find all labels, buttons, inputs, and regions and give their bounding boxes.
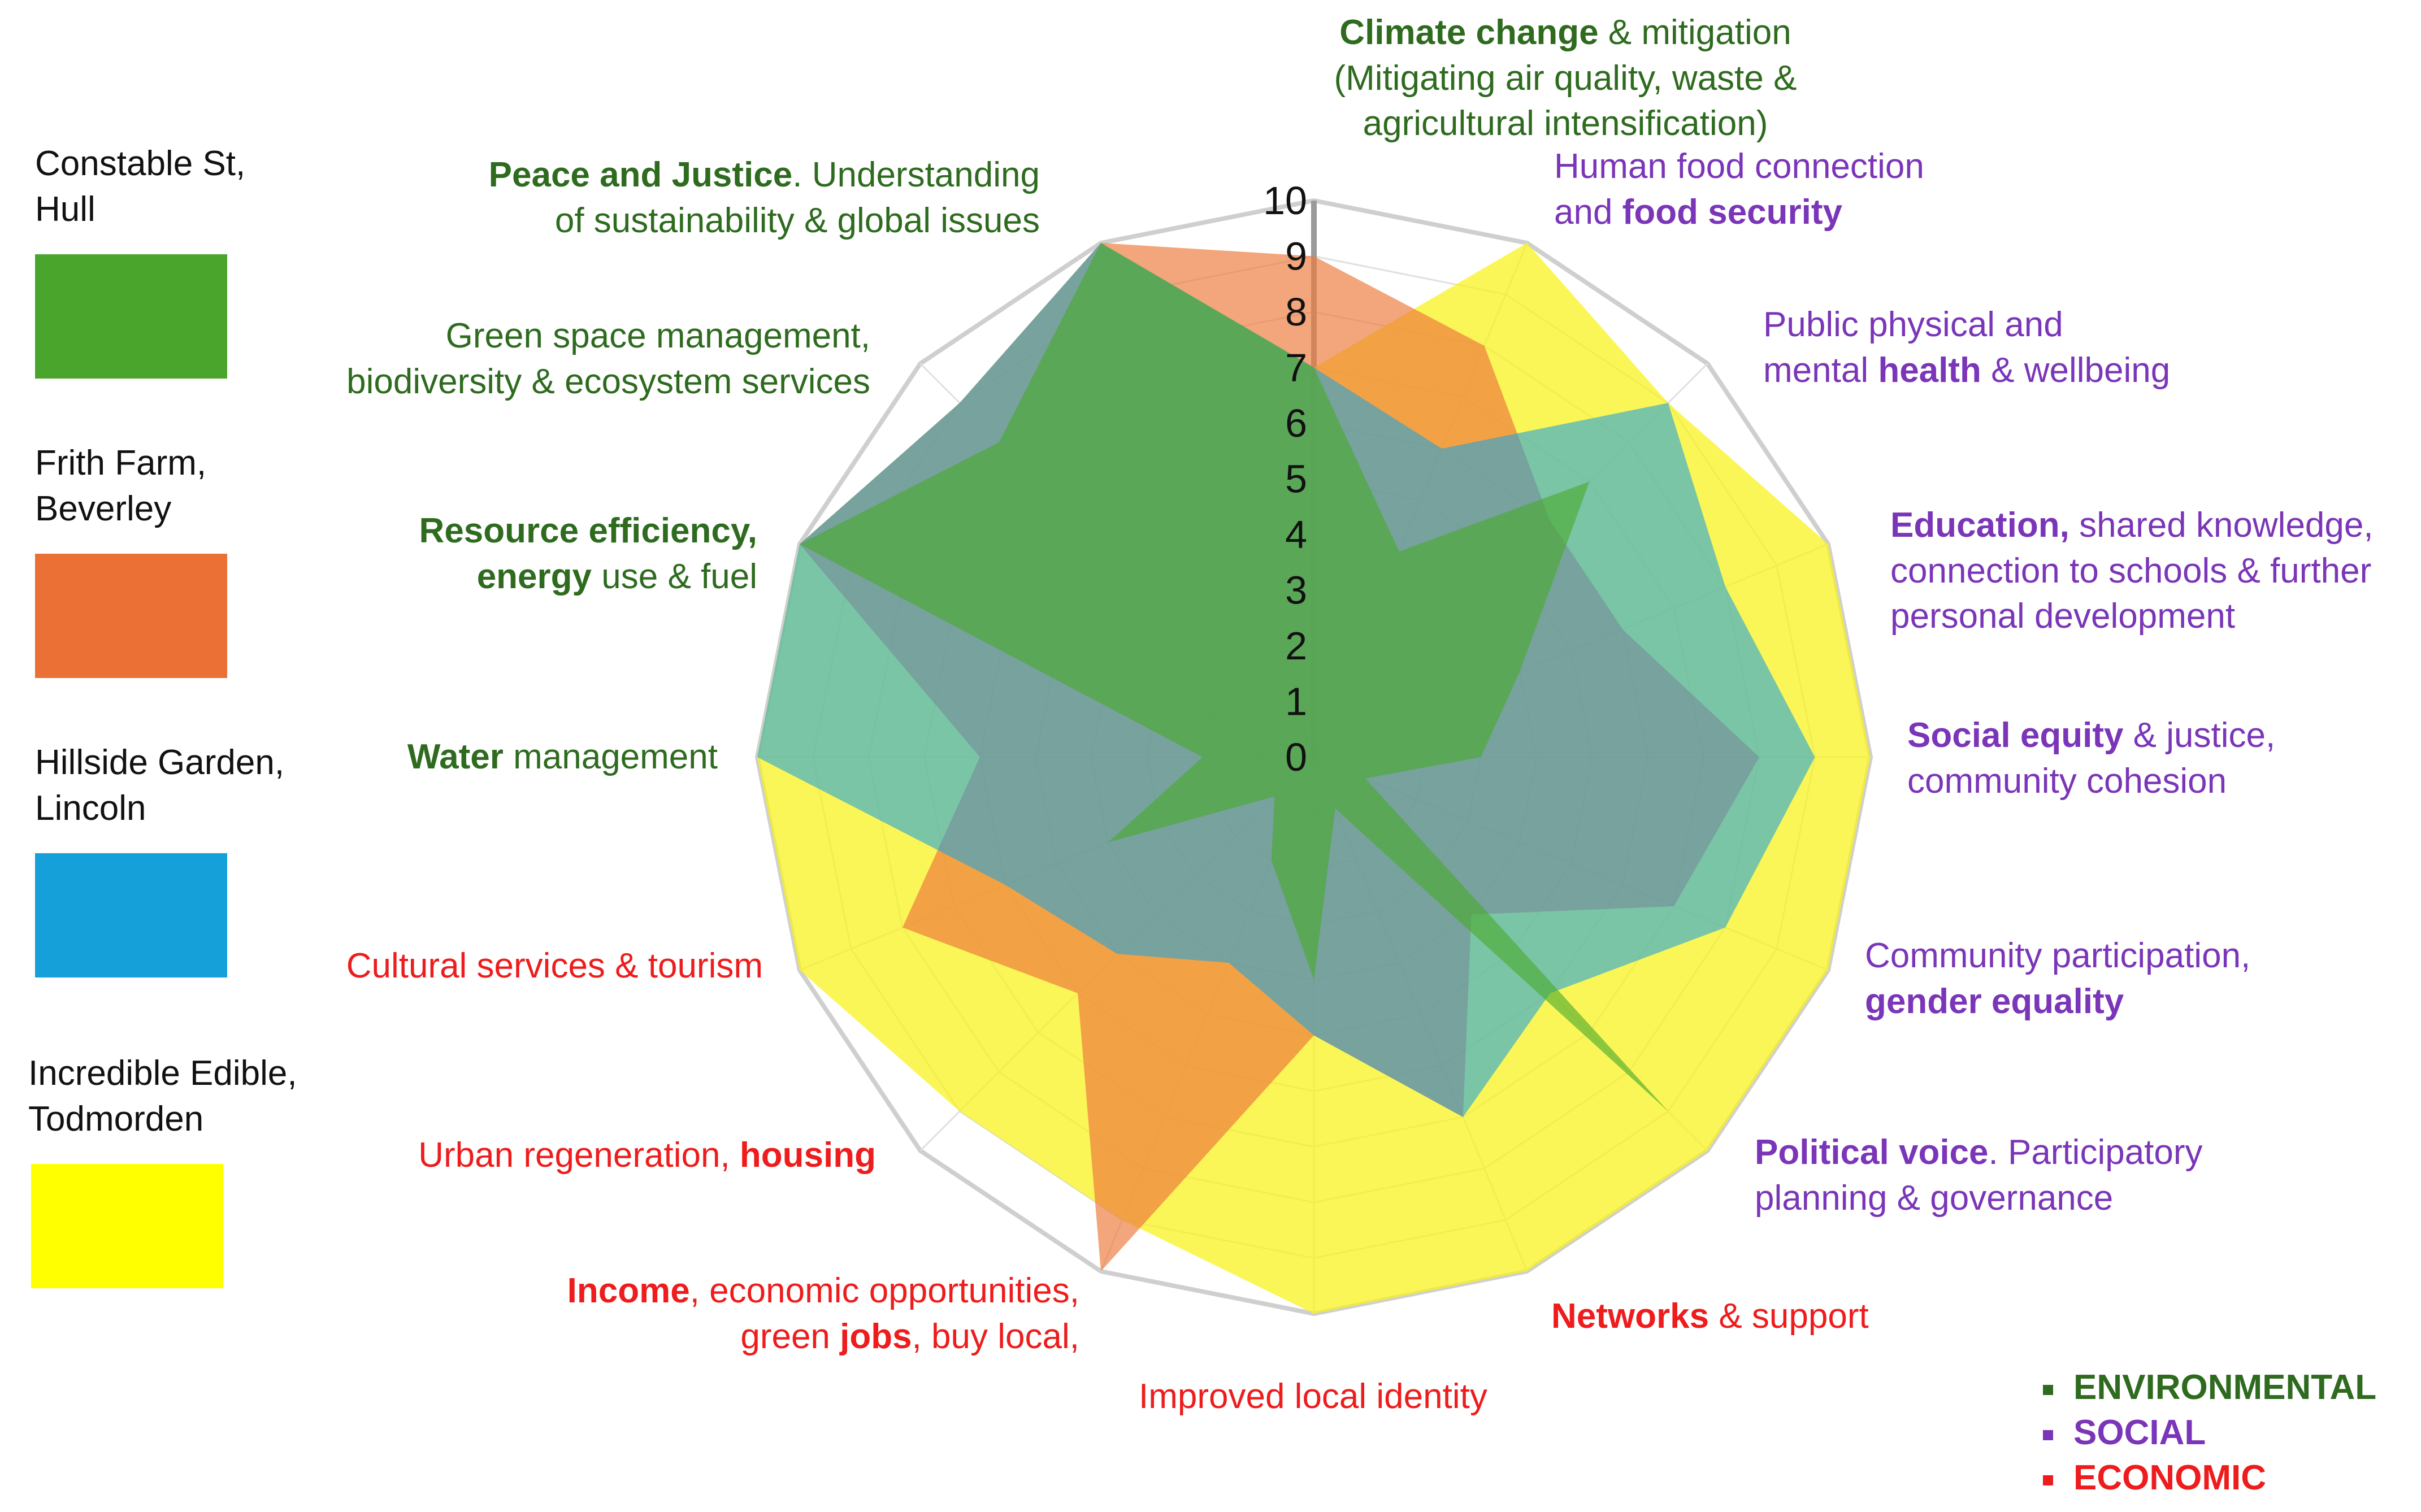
legend-label: Incredible Edible, Todmorden: [28, 1054, 297, 1139]
axis-label-part: Networks: [1551, 1297, 1710, 1336]
category-marker: [2043, 1475, 2053, 1485]
tick-label: 6: [1285, 401, 1307, 445]
axis-label: Green space management, biodiversity & ec…: [243, 314, 870, 405]
axis-label-part: Peace and Justice: [488, 155, 793, 194]
axis-label: Social equity & justice, community cohesi…: [1907, 713, 2388, 804]
axis-label-part: Resource efficiency,: [419, 511, 757, 550]
legend-swatch: [35, 554, 227, 678]
axis-label: Climate change & mitigation (Mitigating a…: [1283, 10, 1848, 147]
axis-label-part: biodiversity & ecosystem services: [346, 362, 870, 401]
axis-label: Education, shared knowledge, connection t…: [1890, 503, 2421, 640]
axis-label-part: planning & governance: [1755, 1178, 2114, 1218]
axis-label-part: Public physical and: [1763, 305, 2063, 344]
radial-tick-labels: 0 1 2 3 4 5 6 7 8 9 10: [1263, 179, 1307, 779]
legend-label: Constable St, Hull: [35, 144, 246, 229]
axis-label-part: personal development: [1890, 597, 2236, 636]
axis-label-part: Urban regeneration,: [418, 1136, 740, 1175]
axis-label-part: (Mitigating air quality, waste &: [1334, 58, 1797, 98]
axis-label: Improved local identity: [1139, 1374, 1647, 1420]
axis-label-part: community cohesion: [1907, 761, 2227, 801]
axis-label-part: shared knowledge,: [2069, 506, 2374, 545]
axis-label-part: Education,: [1890, 506, 2069, 545]
category-label: ECONOMIC: [2073, 1458, 2266, 1497]
category-legend-item: ENVIRONMENTAL: [2043, 1367, 2376, 1407]
legend-label: Hillside Garden, Lincoln: [35, 743, 285, 828]
tick-label: 4: [1285, 512, 1307, 557]
axis-label-part: Climate change: [1339, 13, 1599, 52]
axis-label-part: management: [503, 737, 718, 776]
tick-label: 3: [1285, 568, 1307, 612]
series-area-constable-st-hull: [799, 242, 1668, 1111]
axis-label: Public physical and mental health & wellb…: [1763, 302, 2328, 393]
axis-label-part: . Participatory: [1988, 1133, 2203, 1172]
axis-label-part: food security: [1622, 192, 1842, 232]
axis-label-part: . Understanding: [792, 155, 1040, 194]
axis-label: Income, economic opportunities, green job…: [509, 1268, 1079, 1359]
tick-label: 10: [1263, 179, 1307, 223]
axis-label-part: use & fuel: [592, 557, 757, 596]
axis-label: Political voice. Participatory planning &…: [1755, 1130, 2292, 1221]
axis-label: Networks & support: [1551, 1294, 2060, 1340]
axis-label-part: of sustainability & global issues: [554, 201, 1040, 240]
legend-swatch: [35, 254, 227, 379]
tick-label: 1: [1285, 680, 1307, 724]
axis-label-part: Improved local identity: [1139, 1377, 1487, 1416]
axis-label-part: Water: [407, 737, 504, 776]
axis-label-part: Green space management,: [445, 316, 870, 355]
tick-label: 2: [1285, 624, 1307, 668]
axis-label-part: connection to schools & further: [1890, 551, 2372, 590]
axis-label-part: health: [1878, 350, 1981, 390]
axis-label: Cultural services & tourism: [254, 944, 763, 989]
axis-label-part: & justice,: [2123, 716, 2276, 755]
axis-label-part: and: [1554, 192, 1622, 232]
axis-label-part: energy: [476, 557, 592, 596]
axis-label-part: gender equality: [1865, 981, 2124, 1021]
legend-swatch: [35, 853, 227, 977]
axis-label-part: Cultural services & tourism: [346, 946, 763, 985]
axis-label-part: Income: [567, 1271, 690, 1310]
axis-label-part: & mitigation: [1598, 13, 1791, 52]
category-legend-item: ECONOMIC: [2043, 1458, 2266, 1498]
axis-label: Urban regeneration, housing: [339, 1133, 876, 1179]
axis-label: Water management: [209, 735, 718, 780]
axis-label-part: jobs: [840, 1317, 912, 1356]
axis-label-part: & support: [1709, 1297, 1869, 1336]
axis-label: Resource efficiency, energy use & fuel: [237, 509, 757, 599]
radar-series: [757, 242, 1871, 1314]
axis-label-part: & wellbeing: [1981, 350, 2171, 390]
tick-label: 7: [1285, 346, 1307, 390]
axis-label-part: housing: [739, 1136, 876, 1175]
category-marker: [2043, 1430, 2053, 1440]
axis-label: Human food connection and food security: [1554, 144, 2063, 235]
axis-label-part: agricultural intensification): [1363, 104, 1768, 144]
category-label: SOCIAL: [2073, 1413, 2206, 1452]
axis-label: Community participation, gender equality: [1865, 933, 2374, 1024]
category-legend-item: SOCIAL: [2043, 1413, 2206, 1453]
tick-label: 0: [1285, 735, 1307, 779]
axis-label: Peace and Justice. Understanding of susta…: [362, 153, 1040, 244]
axis-label-part: Human food connection: [1554, 147, 1924, 186]
legend-label: Frith Farm, Beverley: [35, 444, 207, 528]
legend-swatch: [31, 1164, 223, 1288]
category-marker: [2043, 1384, 2053, 1395]
axis-label-part: green: [740, 1317, 840, 1356]
axis-label-part: Community participation,: [1865, 936, 2251, 975]
axis-label-part: , economic opportunities,: [689, 1271, 1079, 1310]
axis-label-part: Social equity: [1907, 716, 2124, 755]
tick-label: 8: [1285, 290, 1307, 334]
axis-label-part: Political voice: [1755, 1133, 1989, 1172]
tick-label: 9: [1285, 234, 1307, 279]
tick-label: 5: [1285, 457, 1307, 501]
category-label: ENVIRONMENTAL: [2073, 1368, 2377, 1407]
axis-label-part: , buy local,: [912, 1317, 1079, 1356]
axis-label-part: mental: [1763, 350, 1878, 390]
